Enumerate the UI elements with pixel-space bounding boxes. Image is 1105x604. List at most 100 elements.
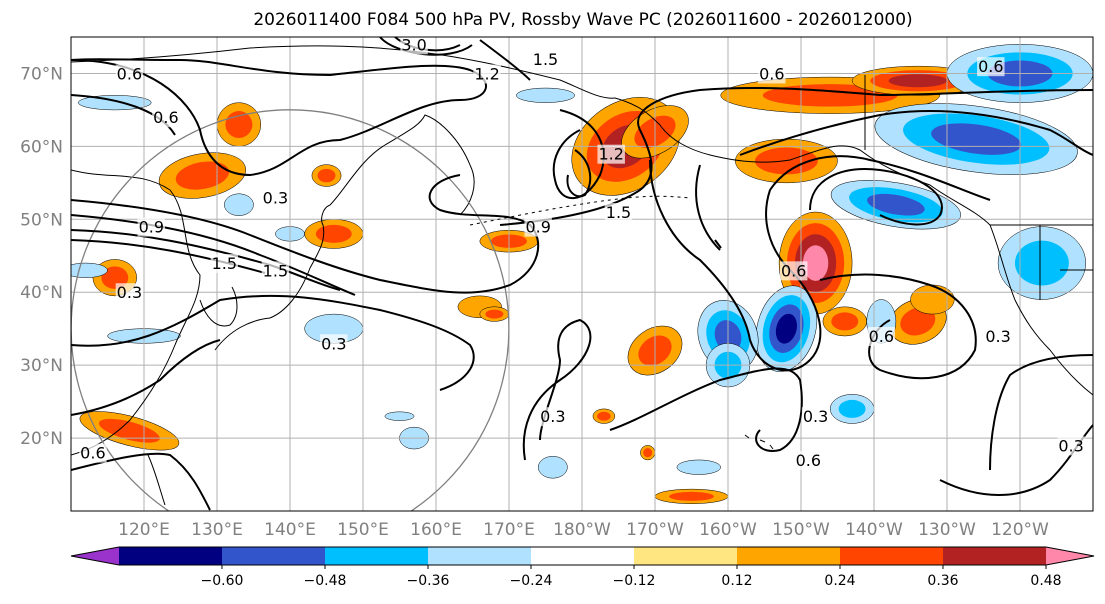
contour-1.2-bering (552, 109, 605, 200)
contour-label-bg (531, 49, 560, 69)
contour-label-bg (320, 334, 348, 354)
contour-label-bg (801, 407, 830, 427)
coastline-alaska (614, 97, 991, 226)
contour-0.9-jet (71, 174, 540, 294)
lon-tick-label: 170°E (483, 520, 535, 540)
contour-label: 0.3 (985, 327, 1010, 346)
contour-label: 0.9 (525, 218, 550, 237)
pv-anomaly-blob (910, 284, 955, 315)
contour-label: 1.5 (263, 261, 288, 280)
pv-anomaly-blob (831, 312, 859, 331)
colorbar-outline (70, 546, 1095, 566)
contour-label: 0.9 (139, 218, 164, 237)
colorbar-segment (531, 547, 635, 565)
colorbar-tick-label: 0.12 (721, 573, 752, 589)
pv-anomaly-blob (931, 123, 1022, 155)
contour-label-bg (524, 217, 552, 237)
contour-label-bg (115, 64, 144, 84)
coastline-hawaii (744, 434, 774, 450)
lat-tick-label: 40°N (20, 283, 63, 303)
contour-label: 3.0 (401, 35, 426, 54)
contour-0.9-trough (499, 86, 1093, 226)
pv-anomaly-blob (1014, 240, 1069, 286)
contour-label-bg (152, 108, 180, 128)
contour-1.2-jet (71, 214, 356, 296)
lat-tick-label: 20°N (20, 429, 63, 449)
contour-label: 0.6 (781, 261, 806, 280)
pv-anomaly-blob (384, 411, 415, 421)
contour-label-bg (758, 64, 786, 84)
contour-label-bg (1057, 436, 1085, 456)
colorbar (70, 546, 1095, 566)
contour-label-bg (137, 217, 166, 237)
contour-label: 0.6 (117, 64, 142, 83)
colorbar-segment (325, 547, 429, 565)
pv-contours (71, 37, 1093, 511)
colorbar-segment (943, 547, 1047, 565)
pv-anomaly-blob (98, 418, 160, 443)
colorbar-extend-high (1046, 547, 1094, 565)
pv-anomaly-blob (225, 111, 253, 138)
contour-label-bg (984, 326, 1012, 346)
pv-anomaly-blob (315, 224, 352, 243)
contour-1.5-jet (71, 229, 341, 291)
coastline-japan (214, 204, 331, 351)
lon-tick-label: 170°W (626, 520, 684, 540)
map-frame (70, 36, 1094, 512)
contour-0.3-east (819, 273, 977, 380)
pv-anomaly-blob (676, 459, 721, 475)
contour-label-bg (779, 261, 808, 281)
contour-0.6-arctic (71, 58, 487, 177)
contour-label: 1.5 (606, 203, 631, 222)
lon-tick-label: 160°W (699, 520, 757, 540)
lat-tick-label: 70°N (20, 64, 63, 84)
contour-label-bg (400, 37, 428, 55)
contour-label: 0.6 (153, 108, 178, 127)
contour-label-bg (539, 407, 567, 427)
colorbar-segment (222, 547, 326, 565)
contour-0.6-west (71, 94, 176, 136)
contour-label-bg (794, 450, 823, 470)
coastline-siberia-north (71, 45, 616, 99)
contour-label: 0.6 (796, 451, 821, 470)
coastline-kamchatka (329, 114, 475, 216)
contour-label-bg (473, 64, 501, 84)
pv-anomaly-blob (838, 399, 866, 418)
colorbar-tick-label: −0.48 (304, 573, 347, 589)
contour-label-bg (604, 203, 633, 223)
colorbar-tick-label: −0.24 (510, 573, 553, 589)
contour-label: 1.2 (474, 64, 499, 83)
lat-lon-gridlines (71, 37, 1093, 511)
pv-anomaly-blob (317, 168, 336, 183)
lon-tick-label: 130°E (191, 520, 243, 540)
colorbar-segment (428, 547, 532, 565)
contour-label: 0.3 (321, 334, 346, 353)
boundary-us-canada (864, 75, 1093, 300)
contour-0.6-subtropic (609, 367, 803, 452)
contour-label: 0.3 (263, 188, 288, 207)
coastlines (71, 45, 1093, 506)
contour-label: 1.5 (533, 50, 558, 69)
contour-label: 0.3 (117, 283, 142, 302)
pv-anomaly-blob (516, 87, 575, 103)
contour-1.5-bering (566, 149, 592, 198)
pv-anomaly-blob (775, 313, 797, 344)
pv-anomaly-blob (888, 74, 947, 88)
coastline-philippines (147, 454, 166, 506)
contour-1.5-north (479, 39, 531, 81)
pv-anomaly-blob (224, 193, 254, 216)
pv-anomaly-blob (175, 161, 230, 190)
colorbar-segment (737, 547, 841, 565)
pv-anomaly-blob (867, 193, 925, 216)
contour-label-bg (115, 283, 144, 303)
colorbar-tick-labels: −0.60 −0.48 −0.36 −0.24 −0.12 0.12 0.24 0.36 0.4… (201, 565, 1062, 589)
contour-label-bg (261, 188, 290, 208)
contour-0.3-wave (695, 164, 722, 251)
colorbar-tick-label: 0.36 (927, 573, 958, 589)
lon-tick-label: 140°E (264, 520, 316, 540)
contour-label-bg (210, 254, 239, 274)
pv-anomaly-blob (71, 262, 108, 278)
colorbar-tick-label: 0.48 (1030, 573, 1061, 589)
colorbar-segment (119, 547, 223, 565)
